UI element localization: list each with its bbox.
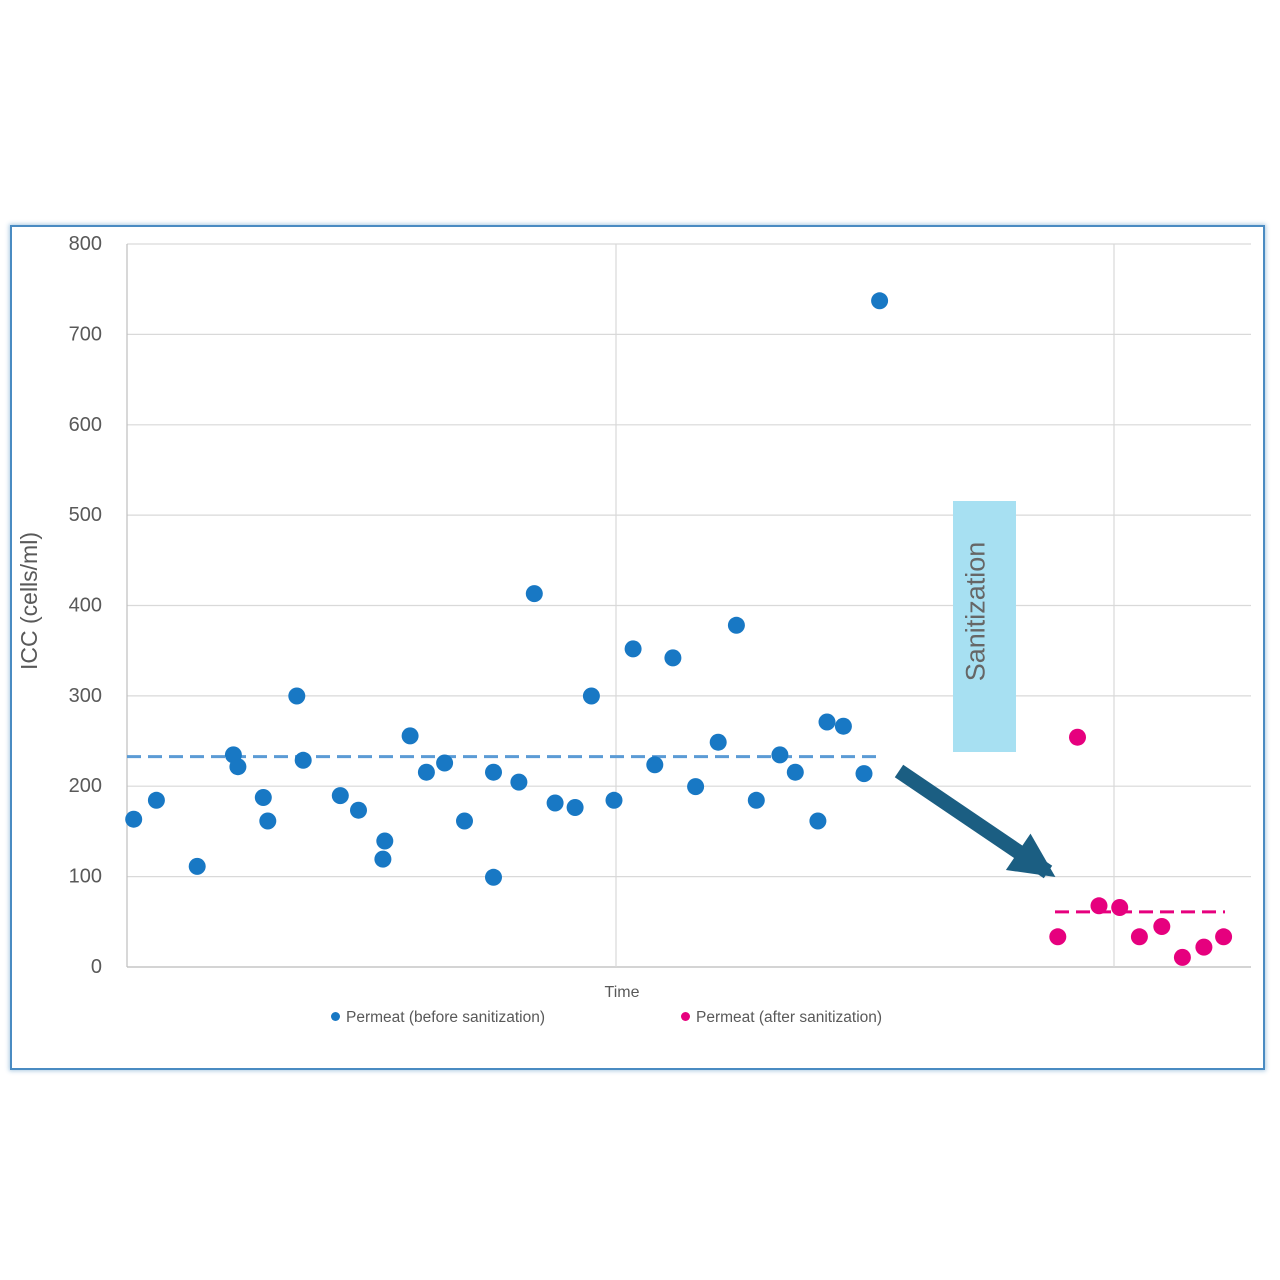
svg-text:Time: Time (605, 984, 640, 1001)
svg-text:800: 800 (69, 233, 102, 255)
svg-text:300: 300 (69, 685, 102, 707)
svg-text:0: 0 (91, 956, 102, 978)
svg-text:ICC (cells/ml): ICC (cells/ml) (16, 532, 42, 670)
svg-text:700: 700 (69, 323, 102, 345)
svg-text:600: 600 (69, 414, 102, 436)
svg-text:200: 200 (69, 775, 102, 797)
svg-text:500: 500 (69, 504, 102, 526)
svg-text:100: 100 (69, 866, 102, 888)
svg-text:400: 400 (69, 595, 102, 617)
svg-text:Sanitization: Sanitization (961, 542, 991, 682)
